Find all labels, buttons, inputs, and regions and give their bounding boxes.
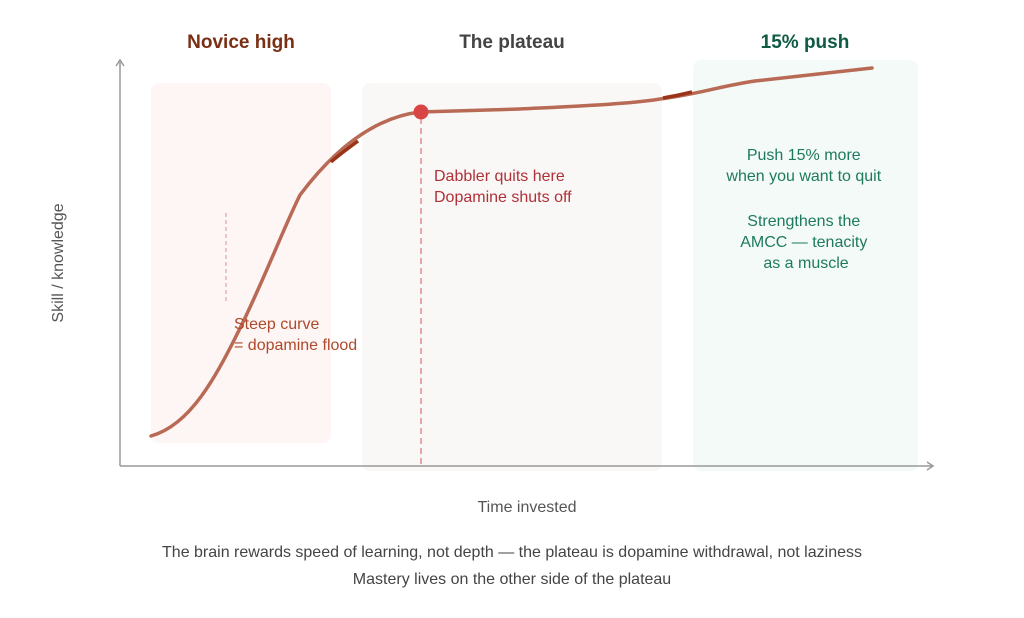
learning-curve (149, 66, 874, 438)
novice-title: Novice high (187, 32, 295, 53)
y-axis (115, 58, 125, 466)
curve-highlight-segment (662, 90, 693, 100)
x-axis (120, 461, 935, 471)
y-axis-label: Skill / knowledge (50, 203, 67, 322)
x-axis-label: Time invested (478, 499, 577, 516)
caption-line-1: The brain rewards speed of learning, not… (162, 544, 862, 561)
quit-point (413, 104, 429, 120)
push-annotation: Push 15% more when you want to quit Stre… (725, 147, 885, 272)
novice-region (151, 83, 331, 443)
curve-highlight-segment (329, 139, 360, 164)
steep-annotation: Steep curve = dopamine flood (234, 316, 357, 354)
dabbler-annotation: Dabbler quits here Dopamine shuts off (434, 168, 572, 206)
push-region (693, 60, 918, 471)
push-title: 15% push (761, 32, 850, 53)
plateau-title: The plateau (459, 32, 565, 53)
plateau-region (362, 83, 662, 471)
caption-line-2: Mastery lives on the other side of the p… (353, 571, 671, 588)
